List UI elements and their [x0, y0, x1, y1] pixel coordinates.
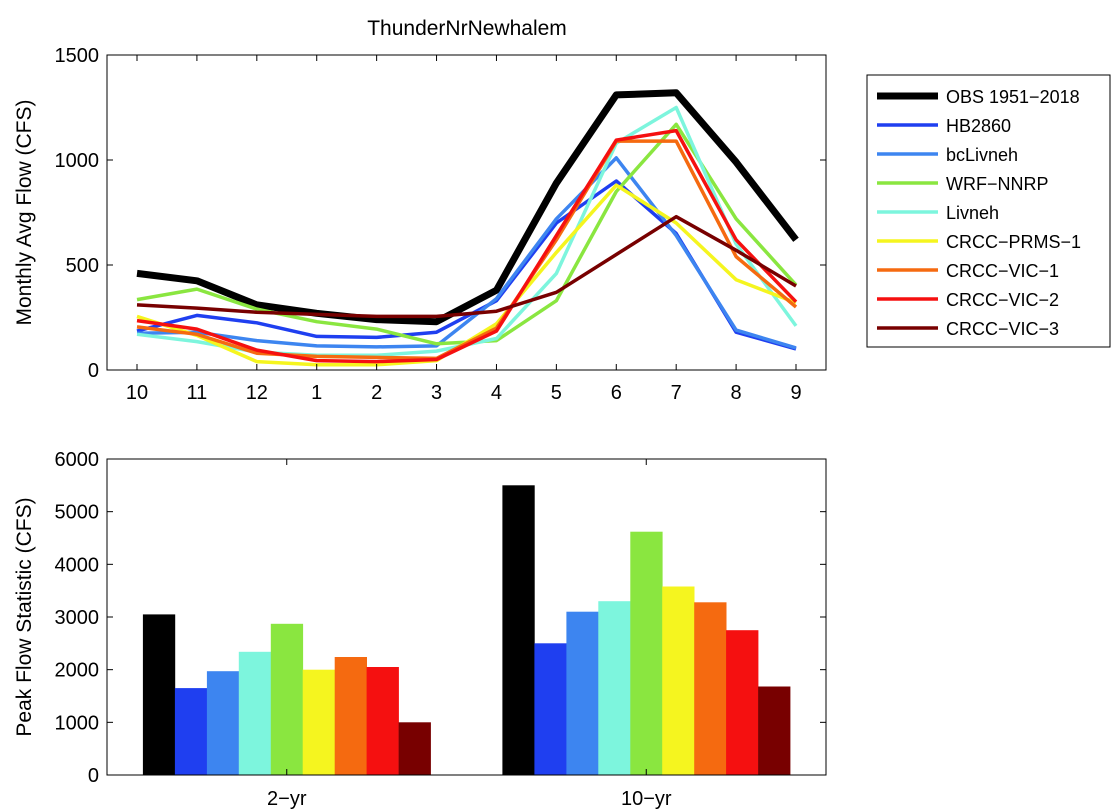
legend-label-8: CRCC−VIC−3 — [946, 319, 1059, 339]
y-tick-label: 4000 — [55, 554, 100, 576]
y-tick-label: 2000 — [55, 660, 100, 682]
y-axis-label: Monthly Avg Flow (CFS) — [13, 99, 36, 325]
legend-label-2: bcLivneh — [946, 145, 1018, 165]
series-line-8 — [136, 214, 797, 319]
x-tick-label: 2 — [371, 382, 382, 404]
legend-label-7: CRCC−VIC−2 — [946, 290, 1059, 310]
y-tick-label: 1500 — [55, 45, 100, 67]
bar-1-2 — [566, 611, 599, 775]
bar-0-0 — [142, 614, 176, 775]
top-chart-title: ThunderNrNewhalem — [367, 17, 567, 40]
series-line-7 — [136, 128, 798, 364]
bar-0-6 — [334, 657, 367, 775]
y-tick-label: 5000 — [55, 502, 100, 524]
bar-1-6 — [694, 602, 727, 775]
x-tick-label: 6 — [611, 382, 622, 404]
x-tick-label: 10 — [126, 382, 148, 404]
series-line-0 — [136, 89, 799, 326]
bar-1-7 — [726, 630, 759, 775]
bar-0-1 — [174, 688, 208, 775]
x-tick-label: 12 — [246, 382, 268, 404]
x-tick-label: 11 — [187, 382, 208, 404]
y-tick-label: 6000 — [55, 449, 100, 471]
bar-0-8 — [398, 722, 431, 775]
y-tick-label: 1000 — [55, 150, 100, 172]
legend-label-3: WRF−NNRP — [946, 174, 1049, 194]
bar-0-2 — [206, 671, 240, 775]
y-tick-label: 500 — [66, 255, 99, 277]
x-tick-label: 5 — [551, 382, 562, 404]
legend: OBS 1951−2018 HB2860 bcLivneh WRF−NNRP Livne… — [866, 74, 1111, 348]
y-tick-label: 0 — [88, 765, 99, 787]
legend-label-5: CRCC−PRMS−1 — [946, 232, 1081, 252]
y-axis-label: Peak Flow Statistic (CFS) — [13, 497, 36, 736]
x-tick-label: 10−yr — [621, 788, 672, 810]
legend-label-1: HB2860 — [946, 116, 1011, 136]
bar-1-5 — [662, 586, 695, 775]
y-tick-label: 3000 — [55, 607, 100, 629]
x-tick-label: 1 — [311, 382, 322, 404]
bar-1-4 — [630, 531, 663, 775]
bar-0-3 — [238, 651, 272, 775]
x-tick-label: 9 — [790, 382, 801, 404]
bar-1-3 — [598, 601, 631, 775]
series-line-6 — [136, 139, 798, 361]
y-tick-label: 0 — [88, 360, 99, 382]
x-tick-label: 7 — [671, 382, 682, 404]
bar-0-7 — [366, 667, 399, 775]
legend-label-6: CRCC−VIC−1 — [946, 261, 1059, 281]
bar-1-8 — [758, 686, 791, 775]
legend-label-0: OBS 1951−2018 — [946, 87, 1080, 107]
x-tick-label: 2−yr — [267, 788, 307, 810]
y-tick-label: 1000 — [55, 712, 100, 734]
bar-1-0 — [502, 485, 535, 775]
plot-frame — [106, 54, 827, 371]
bar-1-1 — [534, 643, 567, 775]
bar-0-5 — [302, 669, 335, 775]
bar-0-4 — [270, 623, 304, 775]
x-tick-label: 4 — [491, 382, 502, 404]
peak-flow-bar-chart: 2−yr 10−yr 0 1000 2000 3000 4000 5000 6000 Peak F… — [13, 449, 827, 810]
x-tick-label: 8 — [731, 382, 742, 404]
legend-label-4: Livneh — [946, 203, 999, 223]
x-tick-label: 3 — [431, 382, 442, 404]
series-line-2 — [136, 156, 797, 350]
